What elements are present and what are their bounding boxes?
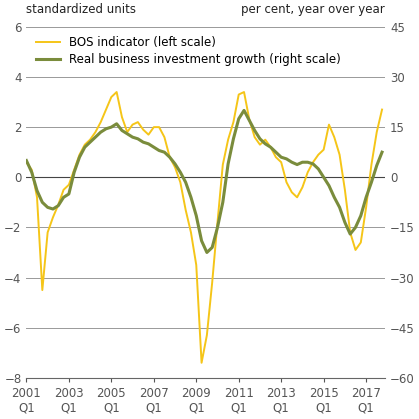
BOS indicator (left scale) <box>289 190 294 195</box>
BOS indicator (left scale) <box>353 248 358 253</box>
BOS indicator (left scale) <box>199 360 204 365</box>
Real business investment growth (right scale) <box>24 158 29 163</box>
BOS indicator (left scale) <box>273 155 278 160</box>
Line: Real business investment growth (right scale): Real business investment growth (right s… <box>26 111 382 253</box>
Real business investment growth (right scale) <box>204 250 210 255</box>
BOS indicator (left scale) <box>348 230 353 235</box>
Text: standardized units: standardized units <box>26 3 137 16</box>
Real business investment growth (right scale) <box>316 166 321 171</box>
Text: per cent, year over year: per cent, year over year <box>241 3 385 16</box>
Line: BOS indicator (left scale): BOS indicator (left scale) <box>26 92 382 363</box>
Real business investment growth (right scale) <box>348 232 353 237</box>
Real business investment growth (right scale) <box>289 160 294 165</box>
Real business investment growth (right scale) <box>380 150 385 155</box>
Real business investment growth (right scale) <box>241 108 246 113</box>
Real business investment growth (right scale) <box>273 150 278 155</box>
Legend: BOS indicator (left scale), Real business investment growth (right scale): BOS indicator (left scale), Real busines… <box>36 36 341 66</box>
BOS indicator (left scale) <box>380 107 385 112</box>
Real business investment growth (right scale) <box>358 213 363 218</box>
BOS indicator (left scale) <box>24 160 29 165</box>
BOS indicator (left scale) <box>114 90 119 95</box>
BOS indicator (left scale) <box>316 152 321 157</box>
Real business investment growth (right scale) <box>353 225 358 230</box>
BOS indicator (left scale) <box>358 240 363 245</box>
